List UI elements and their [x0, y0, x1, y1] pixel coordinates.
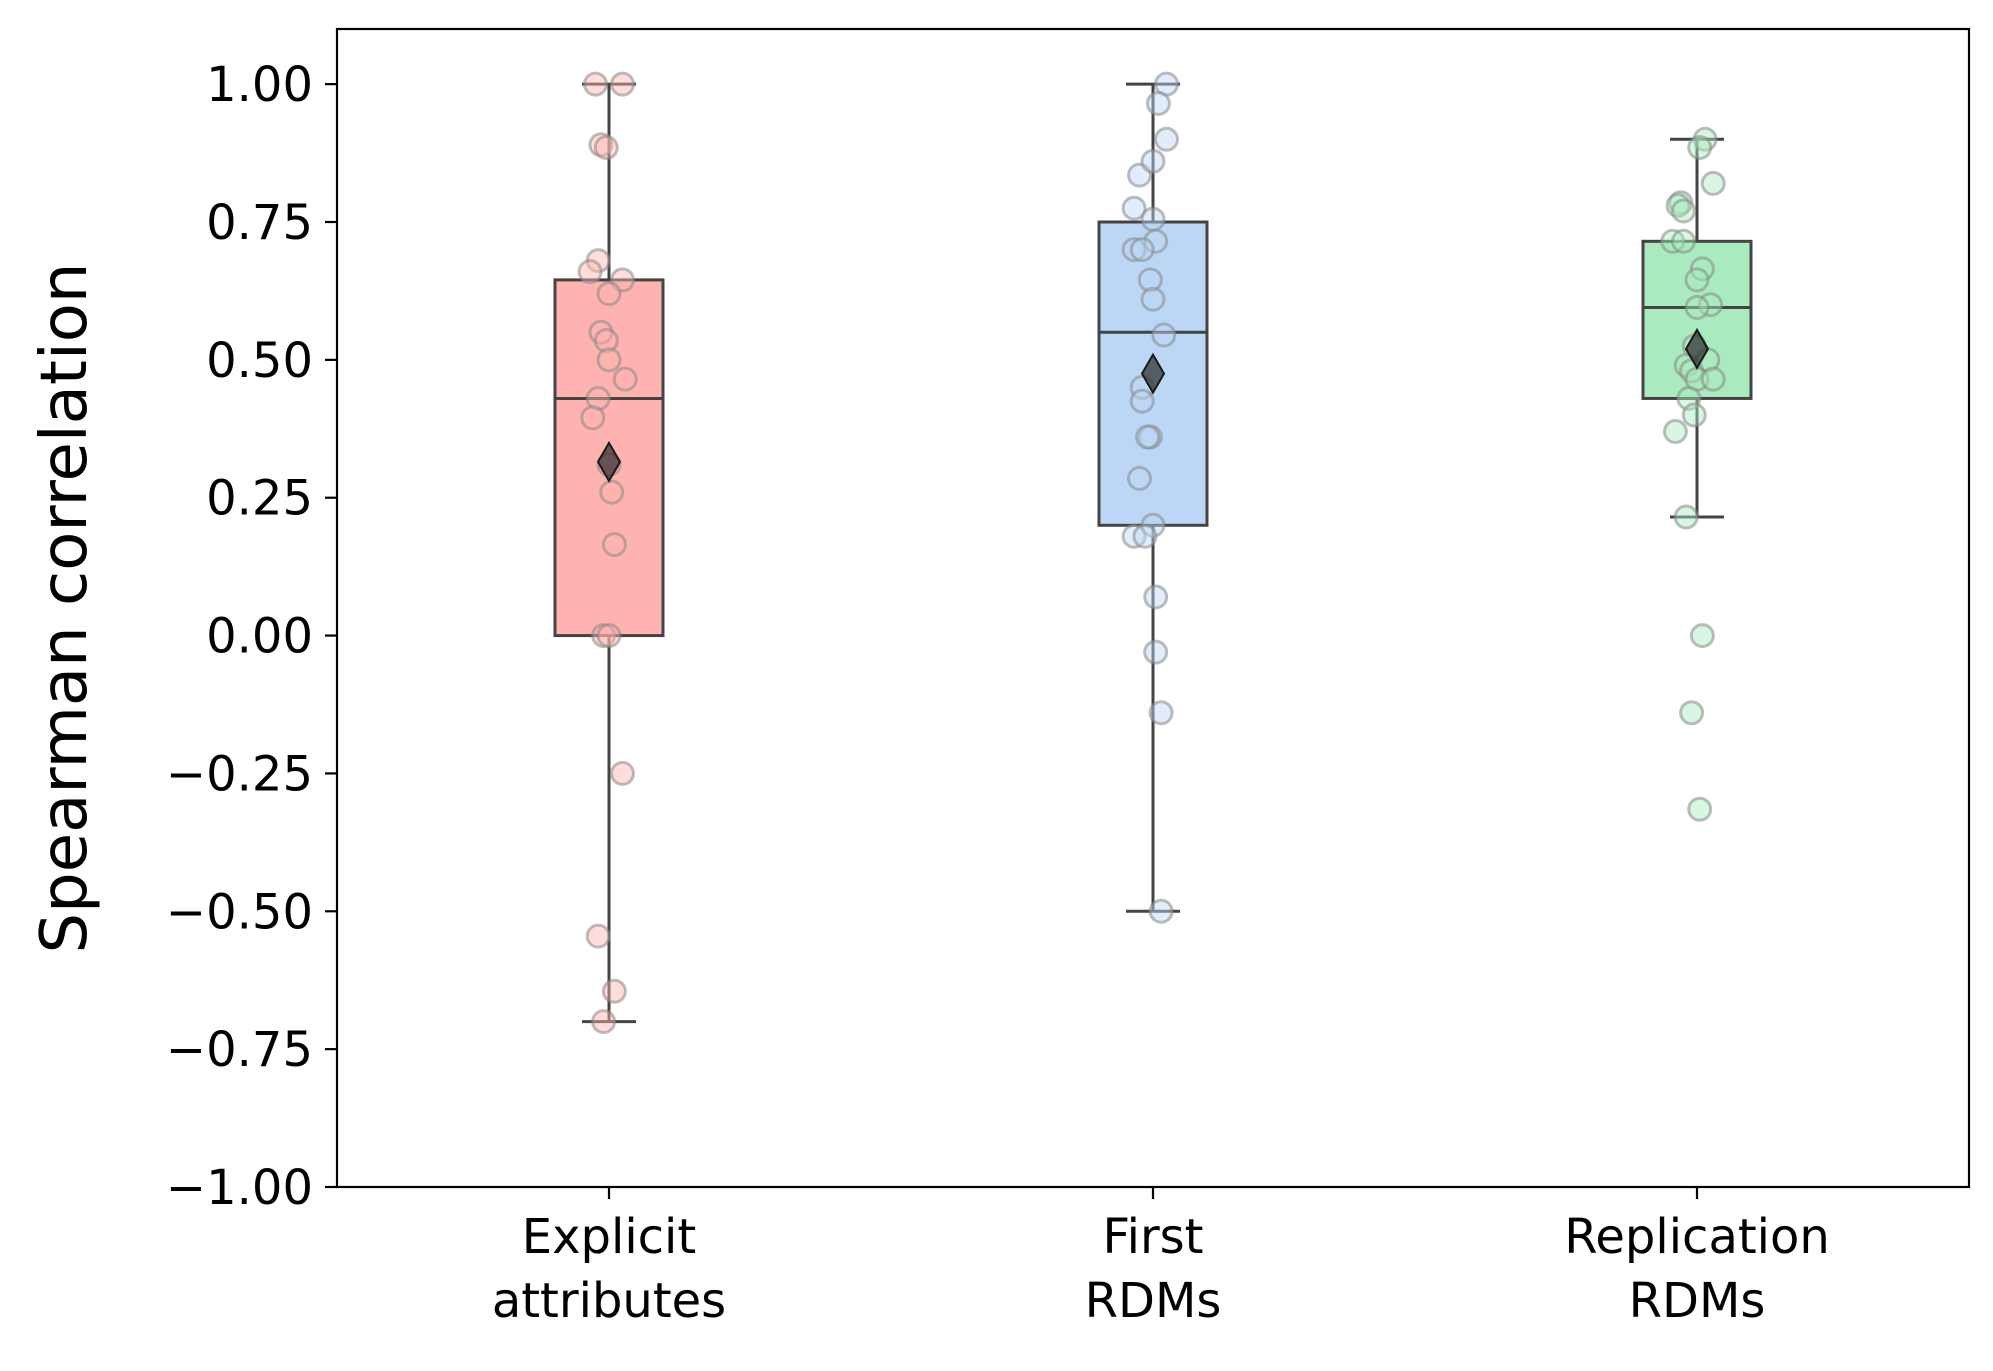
data-point	[593, 135, 619, 161]
y-tick-label: −0.75	[166, 1022, 313, 1078]
x-tick-label: Explicit attributes	[492, 1209, 726, 1329]
data-point	[596, 281, 622, 307]
data-point	[610, 71, 635, 97]
data-point	[599, 479, 625, 505]
y-tick-label: 1.00	[206, 57, 313, 113]
plot-data-layer	[553, 71, 1753, 1035]
data-point	[1681, 402, 1707, 428]
y-tick-label: 0.25	[206, 471, 313, 527]
data-point	[580, 405, 606, 431]
box-group-2	[1641, 126, 1753, 822]
x-tick-label-line: Explicit	[522, 1209, 696, 1265]
x-tick-label: Replication RDMs	[1564, 1209, 1830, 1329]
data-point	[596, 347, 622, 373]
y-tick-label: −0.50	[166, 884, 313, 940]
data-point	[1140, 206, 1166, 232]
data-point	[1700, 366, 1726, 392]
data-point	[585, 923, 611, 949]
data-point	[1679, 700, 1705, 726]
data-point	[1684, 294, 1710, 320]
data-point	[1140, 148, 1166, 174]
data-point	[1687, 135, 1713, 161]
y-tick-label: 0.75	[206, 195, 313, 251]
data-point	[1127, 465, 1152, 491]
data-point	[1132, 523, 1158, 549]
data-point	[1662, 419, 1688, 445]
data-point	[1671, 198, 1696, 224]
y-tick-label: 0.00	[206, 609, 313, 665]
data-point	[1148, 700, 1174, 726]
mean-marker	[596, 440, 622, 483]
mean-marker	[1684, 327, 1710, 370]
data-point	[1684, 267, 1710, 293]
data-point	[1129, 237, 1155, 263]
axes-layer: Explicit attributes First RDMs Replication RD…	[166, 57, 1830, 1329]
data-point	[1689, 623, 1715, 649]
y-axis-label: Spearman correlation	[28, 263, 102, 954]
data-point	[601, 978, 627, 1004]
data-point	[1121, 195, 1147, 221]
box-group-0	[553, 71, 665, 1035]
x-tick-label-line: attributes	[492, 1273, 726, 1329]
data-point	[612, 366, 638, 392]
data-point	[1700, 170, 1726, 196]
data-point	[1137, 267, 1163, 293]
y-tick-label: −1.00	[166, 1160, 313, 1216]
data-point	[1121, 237, 1147, 263]
x-tick-label-line: RDMs	[1629, 1273, 1766, 1329]
data-point	[577, 259, 603, 285]
data-point	[1143, 584, 1169, 610]
data-point	[593, 328, 619, 354]
data-point	[1673, 504, 1699, 530]
data-point	[1140, 286, 1166, 312]
data-point	[1151, 322, 1177, 348]
x-tick-label: First RDMs	[1085, 1209, 1222, 1329]
data-point	[596, 623, 622, 649]
data-point	[610, 760, 635, 786]
y-tick-label: 0.50	[206, 333, 313, 389]
mean-marker	[1140, 352, 1166, 395]
x-tick-label-line: RDMs	[1085, 1273, 1222, 1329]
data-point	[601, 532, 627, 558]
x-tick-label-line: First	[1102, 1209, 1203, 1265]
data-point	[1671, 228, 1696, 254]
data-point	[1145, 90, 1171, 116]
box-group-1	[1097, 71, 1209, 924]
data-point	[1148, 898, 1174, 924]
x-tick-label-line: Replication	[1564, 1209, 1830, 1265]
data-point	[1154, 126, 1179, 152]
data-point	[1143, 639, 1169, 665]
data-point	[583, 71, 608, 97]
data-point	[1135, 424, 1161, 450]
y-tick-label: −0.25	[166, 746, 313, 802]
data-point	[1143, 228, 1169, 254]
data-point	[1687, 796, 1713, 822]
data-point	[591, 1009, 617, 1035]
data-point	[1129, 388, 1155, 414]
